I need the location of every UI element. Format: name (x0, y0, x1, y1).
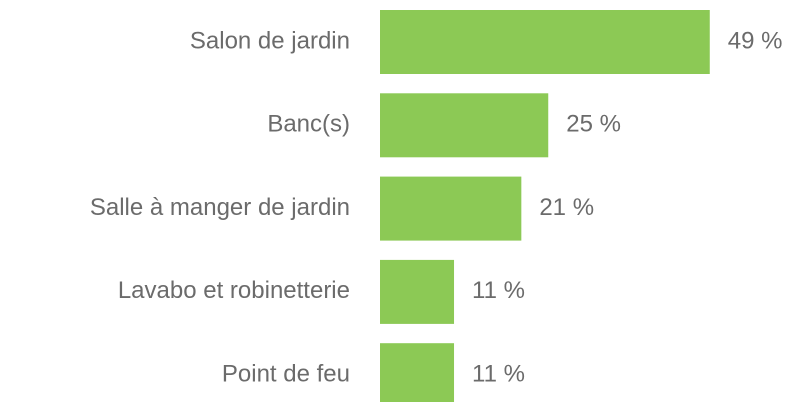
category-label: Point de feu (222, 361, 350, 388)
category-label: Banc(s) (267, 111, 350, 138)
value-label: 49 % (728, 27, 783, 54)
category-label: Lavabo et robinetterie (118, 277, 350, 304)
bar (380, 259, 455, 324)
value-label: 21 % (539, 194, 594, 221)
category-label: Salon de jardin (190, 27, 350, 54)
value-label: 11 % (472, 277, 525, 304)
value-label: 11 % (472, 361, 525, 388)
category-label: Salle à manger de jardin (90, 194, 350, 221)
bar (380, 176, 522, 241)
bar (380, 10, 710, 74)
bar (380, 93, 549, 158)
bar (380, 343, 455, 402)
value-label: 25 % (566, 111, 621, 138)
